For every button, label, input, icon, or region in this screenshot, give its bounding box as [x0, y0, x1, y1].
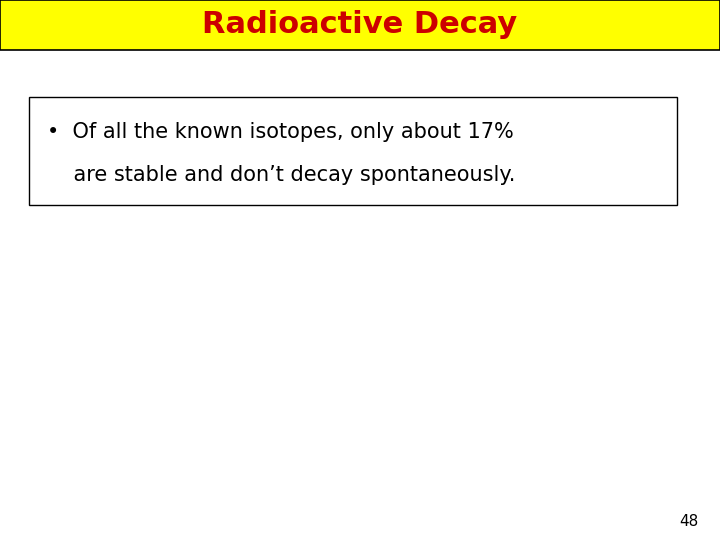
Text: are stable and don’t decay spontaneously.: are stable and don’t decay spontaneously…	[47, 165, 516, 185]
FancyBboxPatch shape	[0, 0, 720, 50]
Text: •  Of all the known isotopes, only about 17%: • Of all the known isotopes, only about …	[47, 122, 513, 142]
FancyBboxPatch shape	[29, 97, 677, 205]
Text: 48: 48	[679, 514, 698, 529]
Text: Radioactive Decay: Radioactive Decay	[202, 10, 518, 39]
